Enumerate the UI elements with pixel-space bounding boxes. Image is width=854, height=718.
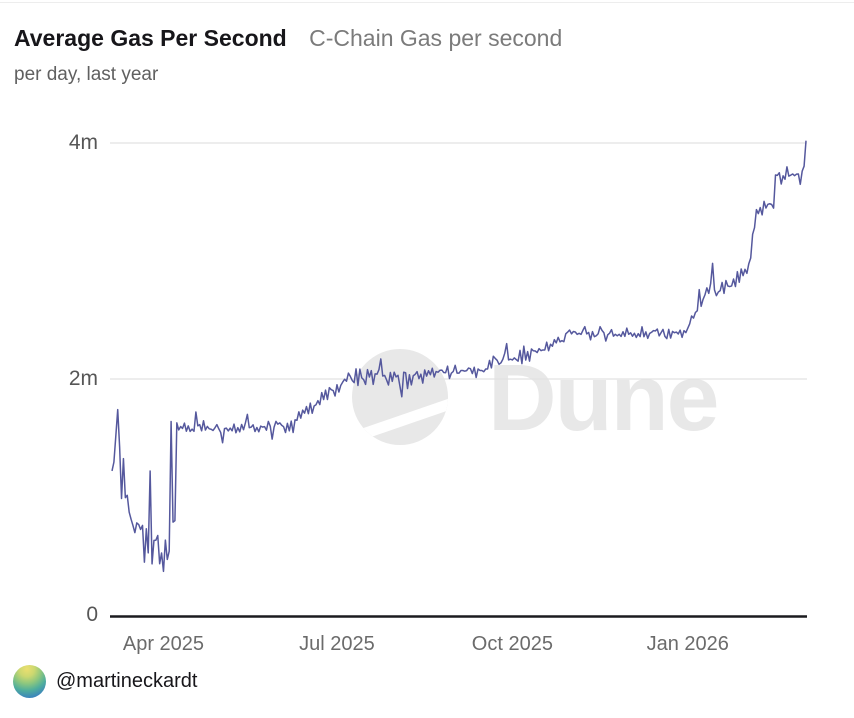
x-tick-label-jan-2026: Jan 2026	[646, 633, 729, 655]
y-tick-label-4m: 4m	[68, 131, 98, 154]
footer: @martineckardt	[13, 663, 197, 699]
y-tick-label-2m: 2m	[68, 367, 98, 390]
avatar	[13, 664, 46, 698]
author-handle: @martineckardt	[56, 669, 198, 692]
y-tick-label-0: 0	[86, 603, 98, 626]
chart-title: Average Gas Per Second	[14, 25, 287, 51]
gas-per-second-series	[111, 140, 807, 573]
chart-subtitle: per day, last year	[14, 64, 159, 85]
dune-logo-icon	[352, 349, 448, 445]
x-tick-label-oct-2025: Oct 2025	[471, 633, 553, 655]
x-tick-label-apr-2025: Apr 2025	[122, 633, 205, 655]
title-row: Average Gas Per Second C-Chain Gas per s…	[14, 24, 834, 52]
series-title: C-Chain Gas per second	[309, 25, 563, 51]
x-tick-label-jul-2025: Jul 2025	[299, 633, 375, 655]
chart-header: Average Gas Per Second C-Chain Gas per s…	[14, 24, 834, 86]
dune-watermark-text: Dune	[488, 345, 719, 451]
top-divider	[0, 2, 854, 3]
